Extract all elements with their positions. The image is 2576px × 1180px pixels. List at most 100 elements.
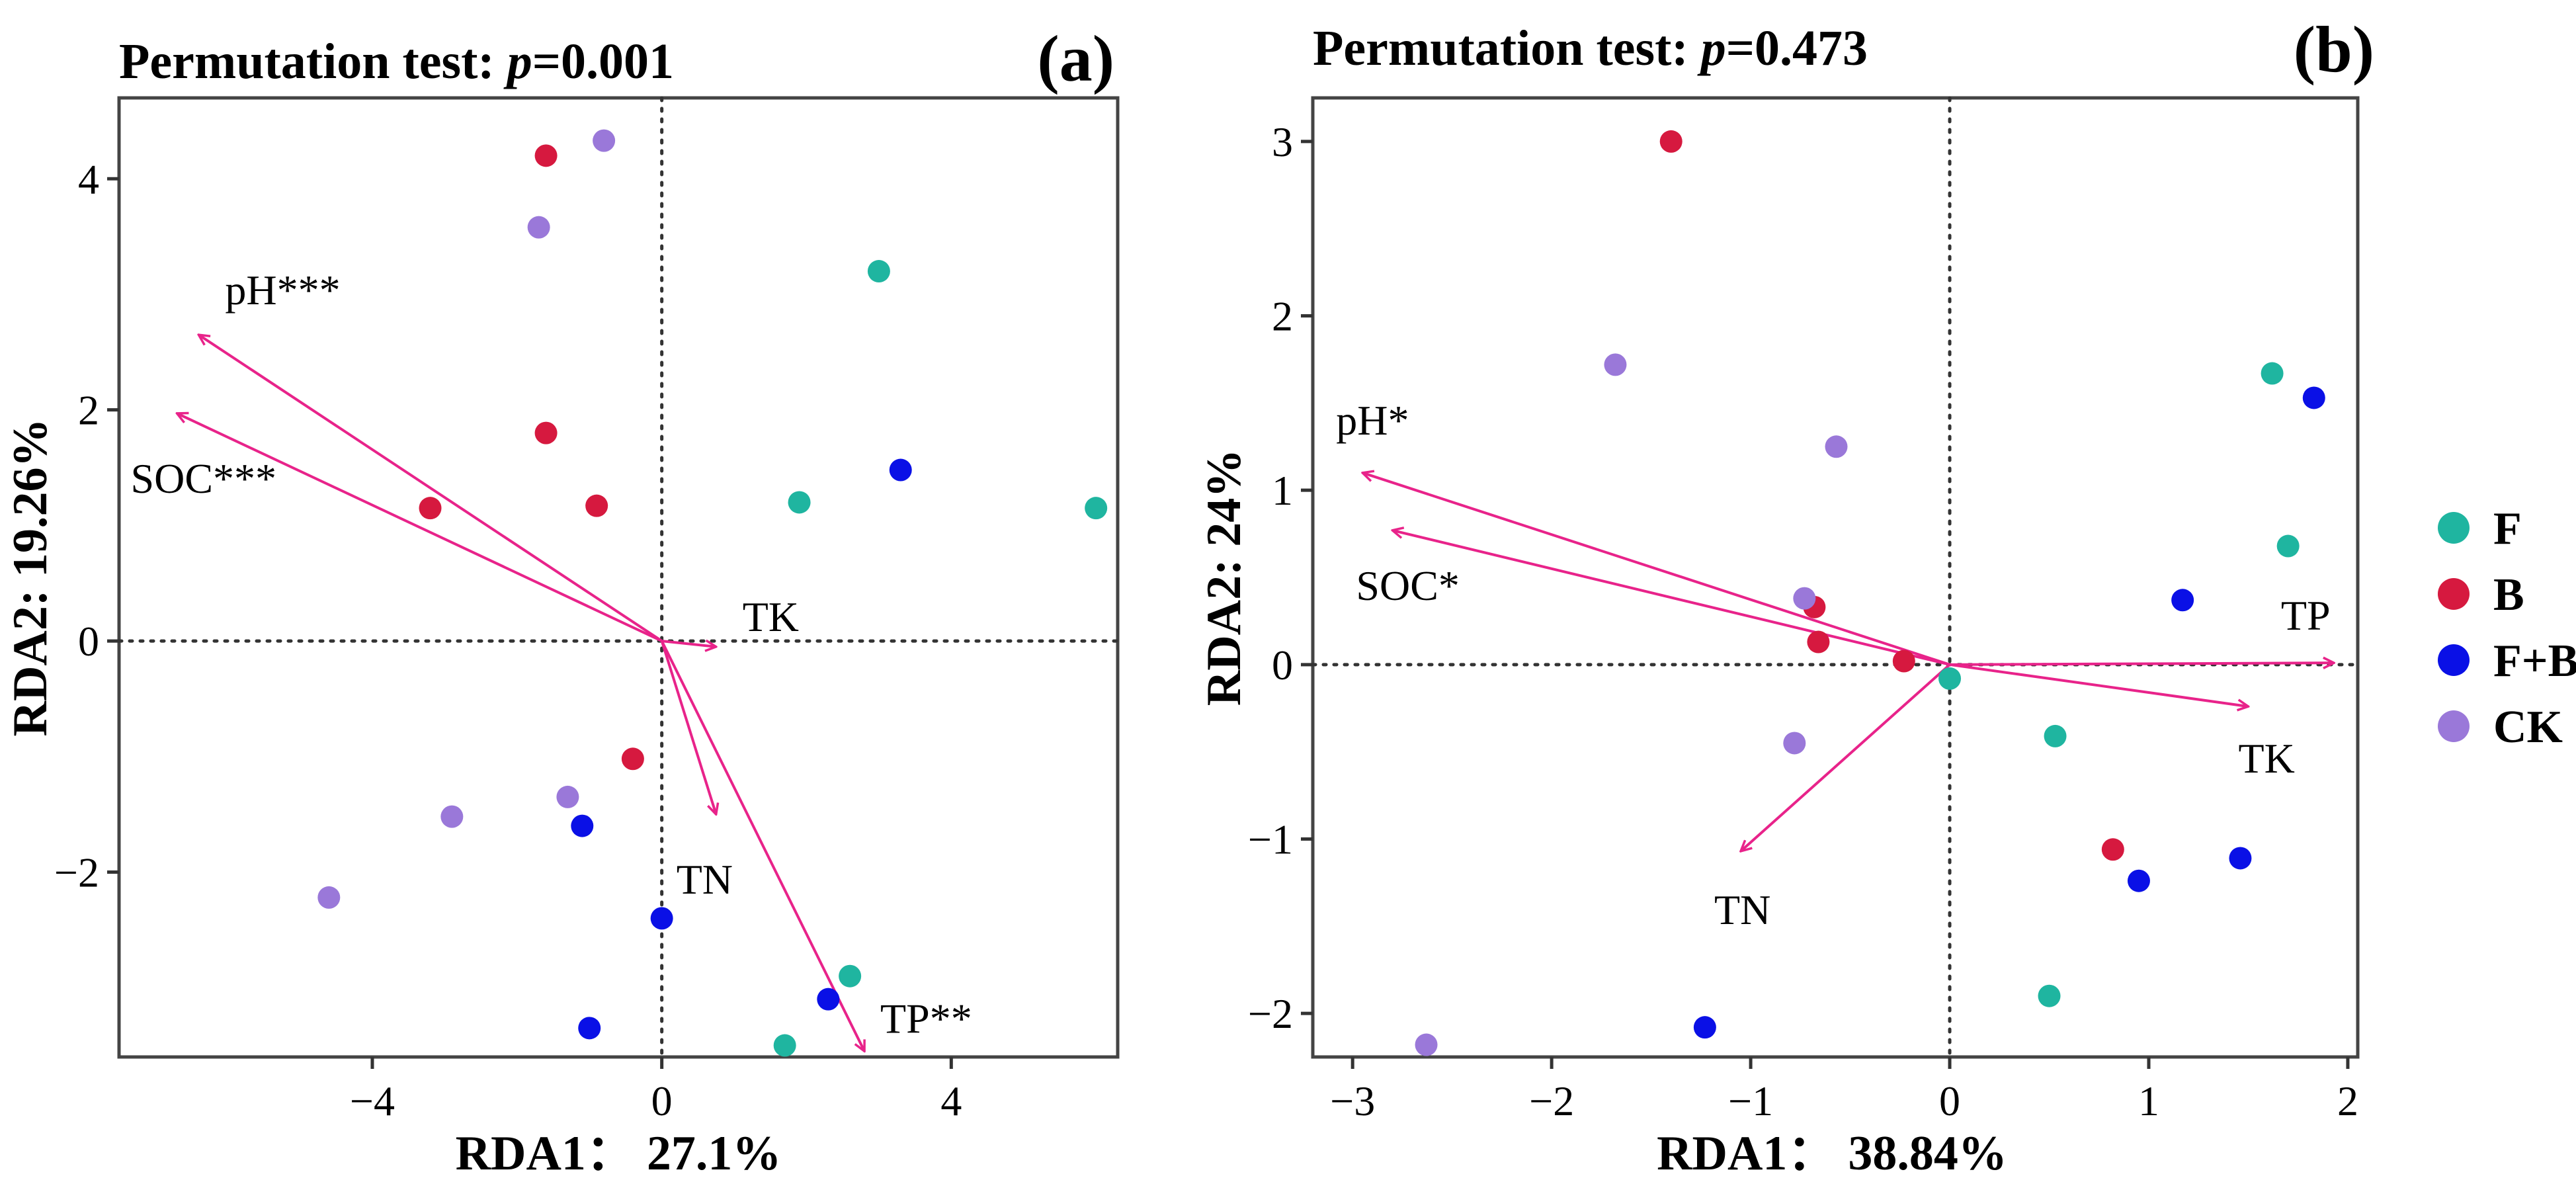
x-tick-label: 4 [940, 1077, 962, 1124]
point-f [2276, 534, 2300, 558]
x-tick-label: 0 [1939, 1077, 1960, 1124]
vector-arrow-ph [1362, 473, 1950, 666]
y-tick-label: −1 [1248, 816, 1293, 863]
point-ck [317, 886, 341, 909]
y-tick-label: 0 [1272, 642, 1293, 689]
vector-label-ph: pH*** [225, 267, 340, 314]
point-b [534, 421, 558, 444]
panel-a-ticks: −4 0 4 −2 0 2 4 [54, 155, 962, 1124]
point-ck [1793, 587, 1816, 610]
panel-a-zero-lines [117, 96, 1120, 1059]
point-f [2261, 362, 2284, 385]
point-f [773, 1034, 796, 1057]
point-f [788, 491, 811, 514]
vector-arrow-tk [1949, 663, 2248, 706]
panel-a-vectors: pH*** SOC*** TK TN TP** [131, 267, 972, 1051]
panel-b-letter: (b) [2294, 13, 2374, 86]
panel-b-y-axis-label: RDA2: 24% [1197, 449, 1251, 706]
x-tick-label: −1 [1728, 1077, 1773, 1124]
point-ck [593, 129, 616, 152]
legend-item-ck: CK [2438, 702, 2563, 753]
y-tick-label: 3 [1272, 118, 1293, 165]
legend-swatch-f-b [2438, 644, 2470, 676]
point-f-b [2302, 386, 2325, 409]
vector-label-tn: TN [1714, 886, 1770, 933]
y-tick-label: −2 [1248, 990, 1293, 1037]
vector-arrow-tn [1741, 663, 1951, 851]
legend-label-b: B [2493, 569, 2524, 620]
point-f-b [578, 1017, 601, 1040]
vector-arrow-tp [1950, 663, 2334, 665]
panel-a-title: Permutation test: p=0.001 [119, 34, 674, 89]
point-f-b [2171, 589, 2194, 612]
y-tick-label: −2 [54, 849, 99, 896]
x-tick-label: −2 [1529, 1077, 1574, 1124]
point-f [839, 964, 862, 988]
legend-item-f: F [2438, 503, 2522, 554]
vector-label-tk: TK [2238, 735, 2294, 782]
point-f-b [2229, 847, 2252, 870]
y-tick-label: 0 [78, 618, 99, 665]
panel-b-frame [1311, 96, 2360, 1059]
panel-b-ticks: −3 −2 −1 0 1 2 −2 −1 0 1 2 3 [1248, 118, 2358, 1124]
point-f-b [889, 458, 912, 482]
panel-b-x-axis-label: RDA1： 38.84% [1657, 1126, 2007, 1180]
y-tick-label: 4 [78, 155, 99, 202]
point-ck [1415, 1033, 1438, 1056]
legend: F B F+B CK [2438, 503, 2576, 753]
y-tick-label: 1 [1272, 467, 1293, 514]
point-f-b [571, 814, 594, 837]
point-b [1659, 130, 1683, 153]
point-f-b [1693, 1016, 1716, 1039]
panel-a: Permutation test: p=0.001 (a) −4 0 4−2024 … [3, 22, 1120, 1180]
x-tick-label: −4 [350, 1077, 395, 1124]
point-ck [556, 785, 579, 808]
legend-swatch-f [2438, 512, 2470, 544]
point-f-b [650, 907, 673, 930]
vector-label-soc: SOC*** [131, 455, 277, 502]
point-ck [1783, 732, 1806, 755]
panel-a-points [317, 129, 1108, 1057]
panel-a-x-axis-label: RDA1： 27.1% [456, 1126, 782, 1180]
legend-item-b: B [2438, 569, 2524, 620]
y-tick-label: 2 [1272, 293, 1293, 340]
x-tick-label: 2 [2337, 1077, 2358, 1124]
legend-label-f: F [2493, 503, 2522, 554]
y-tick-label: 2 [78, 387, 99, 434]
point-f [867, 260, 890, 283]
point-f [1938, 667, 1962, 690]
panel-b-title: Permutation test: p=0.473 [1313, 21, 1868, 76]
point-ck [527, 216, 550, 239]
x-tick-label: −3 [1330, 1077, 1375, 1124]
x-tick-label: 0 [651, 1077, 673, 1124]
point-b [585, 494, 608, 517]
panel-b-points [1415, 130, 2325, 1056]
panel-a-letter: (a) [1037, 22, 1114, 95]
legend-label-f-b: F+B [2493, 636, 2576, 687]
vector-label-tp: TP** [880, 995, 972, 1042]
panel-b: Permutation test: p=0.473 (b) −3 −2 −1 0 1 2−… [1197, 13, 2374, 1180]
vector-arrow-ph [198, 335, 663, 642]
point-b [1807, 630, 1830, 653]
vector-label-tn: TN [677, 856, 733, 903]
vector-arrow-tn [660, 640, 716, 814]
legend-label-ck: CK [2493, 702, 2563, 753]
legend-swatch-ck [2438, 710, 2470, 742]
vector-label-soc: SOC* [1356, 562, 1460, 609]
legend-swatch-b [2438, 578, 2470, 610]
point-b [534, 144, 558, 167]
vector-arrow-tp [660, 640, 864, 1051]
vector-arrow-soc [177, 413, 663, 642]
vector-label-ph: pH* [1336, 397, 1409, 444]
point-f [1085, 497, 1108, 520]
vector-arrow-tk [661, 641, 716, 647]
point-f [2038, 984, 2061, 1007]
point-ck [1604, 353, 1627, 376]
x-tick-label: 1 [2138, 1077, 2159, 1124]
panel-a-y-axis-label: RDA2: 19.26% [3, 419, 58, 737]
legend-item-f-b: F+B [2438, 636, 2576, 687]
point-f [2044, 724, 2067, 747]
point-f-b [817, 988, 840, 1011]
point-b [419, 497, 442, 520]
